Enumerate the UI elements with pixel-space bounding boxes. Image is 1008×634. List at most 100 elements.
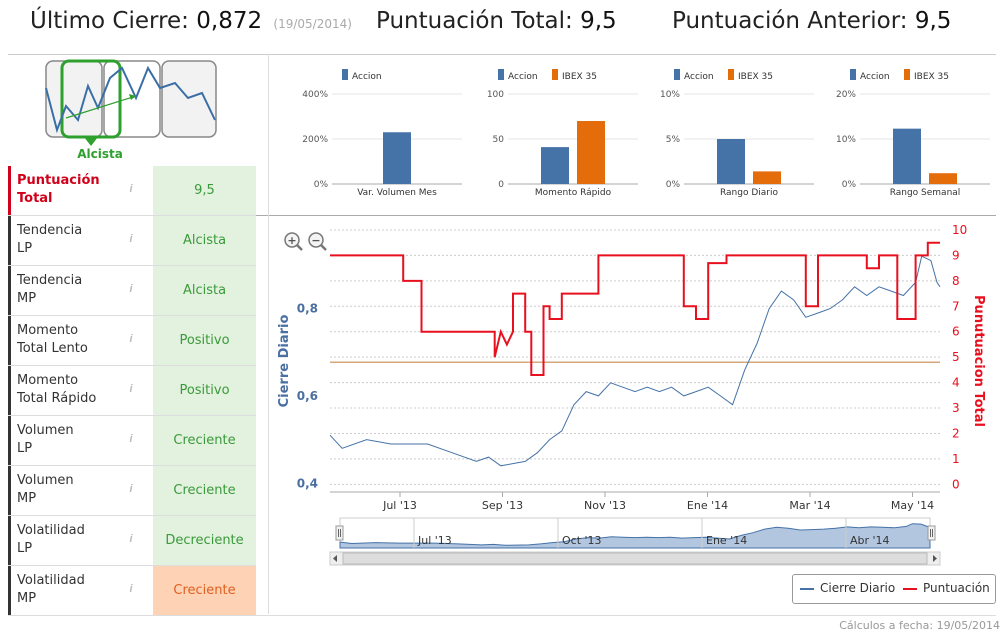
trend-arrow-icon (129, 94, 136, 100)
x-tick-label: Jul '13 (382, 499, 417, 512)
score-row-label: Volumen MP (8, 466, 122, 515)
score-row-label-line2: Total (17, 191, 53, 206)
info-icon[interactable]: i (129, 533, 133, 545)
info-icon[interactable]: i (129, 483, 133, 495)
legend-label: Accion (860, 72, 890, 82)
bar-chart-title: Var. Volumen Mes (357, 188, 437, 198)
scroll-right-icon[interactable] (933, 555, 937, 562)
score-row-label: Puntuación Total (8, 166, 122, 215)
score-row-label-line1: Tendencia (17, 223, 83, 238)
bar-accion[interactable] (717, 139, 745, 184)
y-left-tick-label: 0,4 (297, 476, 318, 490)
navigator-tick-label: Abr '14 (850, 534, 890, 547)
series-puntuacion[interactable] (330, 241, 940, 376)
legend-puntuacion-label[interactable]: Puntuación (923, 581, 990, 595)
legend-swatch (342, 69, 348, 80)
zoom-out-icon[interactable]: − (308, 232, 327, 251)
puntuacion-anterior-value: 9,5 (914, 8, 952, 34)
info-icon[interactable]: i (129, 233, 133, 245)
score-row-label: Momento Total Rápido (8, 366, 122, 415)
score-row-label-line1: Momento (17, 323, 79, 338)
bar-charts: Accion 400% 200% 0% Var. Volumen Mes Accion IB… (302, 69, 990, 198)
scrollbar-thumb[interactable] (342, 552, 928, 565)
legend-cierre-label[interactable]: Cierre Diario (820, 581, 896, 595)
y-tick-label: 0% (842, 180, 857, 190)
y-tick-label: 200% (302, 135, 328, 145)
y-right-tick-label: 0 (952, 477, 960, 491)
y-right-tick-label: 4 (952, 376, 960, 390)
x-tick-label: May '14 (891, 499, 934, 512)
legend-swatch (728, 69, 734, 80)
svg-text:+: + (287, 234, 296, 247)
score-row-label-line2: MP (17, 591, 37, 606)
scroll-left-icon[interactable] (333, 555, 337, 562)
info-icon[interactable]: i (129, 433, 133, 445)
navigator-tick-label: Jul '13 (417, 534, 452, 547)
info-icon[interactable]: i (129, 583, 133, 595)
navigator-handle-right[interactable] (927, 525, 936, 541)
info-icon[interactable]: i (129, 283, 133, 295)
header-divider (8, 54, 996, 55)
score-row: Volatilidad LP i Decreciente (8, 516, 256, 566)
trend-widget: Alcista (45, 59, 217, 161)
navigator-area (339, 523, 931, 549)
info-icon[interactable]: i (129, 383, 133, 395)
trend-price-line (45, 65, 216, 134)
score-row: Volumen LP i Creciente (8, 416, 256, 466)
score-row-label-line2: Total Lento (17, 341, 88, 356)
main-chart-legend: Cierre Diario Puntuación (792, 574, 996, 604)
score-row-label: Tendencia MP (8, 266, 122, 315)
score-row-label: Tendencia LP (8, 216, 122, 265)
y-left-tick-label: 0,6 (297, 389, 318, 403)
score-row-label-line2: Total Rápido (17, 391, 97, 406)
trend-arrow-line (65, 95, 137, 119)
bar-chart-4: Accion IBEX 35 20% 10% 0% Rango Semanal (836, 69, 990, 198)
bar-ibex-35[interactable] (929, 173, 957, 184)
score-row: Volatilidad MP i Creciente (8, 566, 256, 616)
bar-ibex-35[interactable] (577, 121, 605, 184)
bar-accion[interactable] (893, 128, 921, 184)
ultimo-cierre: Último Cierre: 0,872 (19/05/2014) (30, 8, 352, 34)
y-tick-label: 0 (498, 180, 504, 190)
bar-ibex-35[interactable] (753, 171, 781, 184)
score-row-label-line1: Tendencia (17, 273, 83, 288)
legend-puntuacion-swatch (903, 588, 917, 590)
navigator-tick-label: Oct '13 (562, 534, 602, 547)
series-cierre-diario[interactable] (329, 255, 941, 467)
bar-chart-2: Accion IBEX 35 100 50 0 Momento Rápido (487, 69, 638, 198)
y-left-axis-label: Cierre Diario (277, 315, 292, 408)
score-row-label-line1: Volatilidad (17, 573, 85, 588)
legend-label: Accion (352, 72, 382, 82)
score-row-label: Volumen LP (8, 416, 122, 465)
puntuacion-total-value: 9,5 (580, 8, 617, 34)
score-row-label: Momento Total Lento (8, 316, 122, 365)
y-right-tick-label: 9 (952, 248, 960, 262)
bar-accion[interactable] (541, 147, 569, 184)
ultimo-cierre-value: 0,872 (196, 8, 263, 34)
legend-swatch (850, 69, 856, 80)
score-row: Tendencia LP i Alcista (8, 216, 256, 266)
zoom-in-icon[interactable]: + (284, 232, 303, 251)
y-right-tick-label: 7 (952, 299, 960, 313)
y-right-axis-label: Punutuacion Total (971, 295, 986, 427)
y-right-tick-label: 1 (952, 452, 960, 466)
info-icon[interactable]: i (129, 183, 133, 195)
y-right-tick-label: 8 (952, 274, 960, 288)
score-row-label-line1: Momento (17, 373, 79, 388)
navigator-tick-label: Ene '14 (706, 534, 747, 547)
x-tick-label: Mar '14 (789, 499, 830, 512)
score-row-label-line2: MP (17, 291, 37, 306)
y-tick-label: 400% (302, 90, 328, 100)
bar-chart-title: Rango Semanal (890, 188, 961, 198)
legend-swatch (552, 69, 558, 80)
x-tick-label: Ene '14 (687, 499, 728, 512)
score-row-value: Creciente (153, 566, 256, 615)
puntuacion-total-label: Puntuación Total: (376, 8, 573, 34)
score-row-label: Volatilidad LP (8, 516, 122, 565)
y-right-tick-label: 6 (952, 325, 960, 339)
info-icon[interactable]: i (129, 333, 133, 345)
navigator-handle-left[interactable] (335, 525, 344, 541)
bar-accion[interactable] (383, 132, 411, 184)
score-row-label-line2: LP (17, 441, 33, 456)
